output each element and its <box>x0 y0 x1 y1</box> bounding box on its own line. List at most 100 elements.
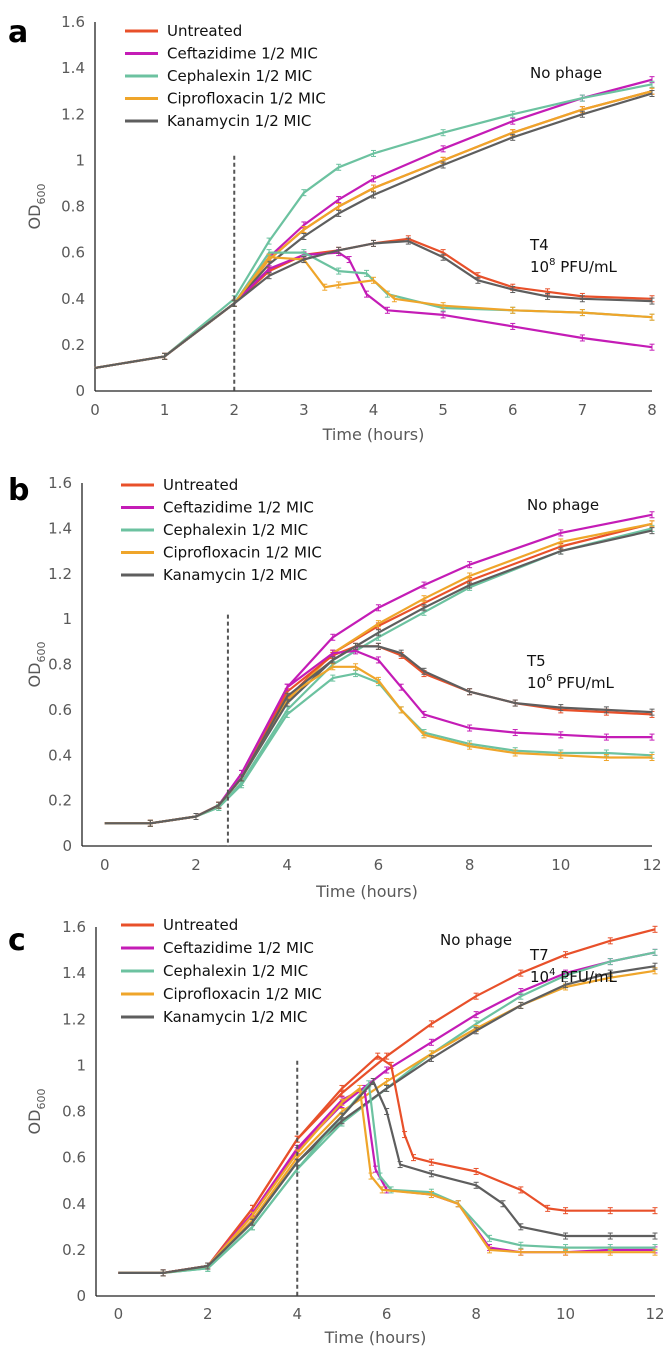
series-line <box>94 90 653 369</box>
series-kanamycin-no-phage <box>94 89 655 369</box>
titer-unit: PFU/mL <box>555 258 617 276</box>
x-tick-label: 6 <box>374 856 384 874</box>
y-axis-title-main: OD <box>25 1110 44 1135</box>
series-line <box>104 645 653 825</box>
series-kanamycin-phage <box>104 642 655 827</box>
y-tick-label: 0 <box>62 837 72 855</box>
y-axis-title: OD600 <box>25 642 48 688</box>
y-tick-label: 0.2 <box>48 792 72 810</box>
x-tick-label: 2 <box>191 856 201 874</box>
legend-item: Untreated <box>125 22 242 40</box>
y-axis-title-main: OD <box>25 205 44 230</box>
x-tick-label: 4 <box>369 401 379 419</box>
legend-item: Untreated <box>121 916 238 934</box>
x-axis-title: Time (hours) <box>315 882 418 901</box>
annotation-phage-name: T5 <box>526 652 546 670</box>
legend-item: Ciprofloxacin 1/2 MIC <box>125 90 326 108</box>
legend-label: Ciprofloxacin 1/2 MIC <box>163 985 322 1003</box>
y-tick-label: 0 <box>75 382 85 400</box>
x-axis-title: Time (hours) <box>322 425 425 444</box>
series-cephalexin-phage <box>104 670 655 827</box>
legend-label: Kanamycin 1/2 MIC <box>163 1008 307 1026</box>
x-tick-label: 8 <box>465 856 475 874</box>
y-tick-label: 0.2 <box>62 1241 86 1259</box>
y-tick-label: 0.4 <box>62 1195 86 1213</box>
y-tick-label: 0.8 <box>48 656 72 674</box>
annotation-phage-name: T4 <box>529 236 549 254</box>
y-axis-title-subscript: 600 <box>35 184 48 205</box>
y-tick-label: 0.4 <box>48 746 72 764</box>
series-line <box>118 1087 655 1275</box>
y-tick-label: 0.6 <box>62 1149 86 1167</box>
series-cephalexin-no-phage <box>94 80 655 369</box>
chart-panel-a: a 0 0.2 0.4 0.6 0.8 1 1.2 1.4 1.6 0 1 2 3 4 5 6 7 8 Time (h… <box>8 13 657 444</box>
series-cephalexin-phage <box>118 1080 658 1277</box>
legend: Untreated Ceftazidime 1/2 MIC Cephalexin 1… <box>125 22 326 130</box>
panel-letter: a <box>8 15 28 50</box>
series-line <box>118 1087 655 1275</box>
x-tick-label: 4 <box>282 856 292 874</box>
y-tick-label: 1.6 <box>62 918 86 936</box>
legend-item: Untreated <box>121 476 238 494</box>
series-line <box>94 90 653 369</box>
legend-label: Kanamycin 1/2 MIC <box>167 112 311 130</box>
annotation-phage-titer: 104 PFU/mL <box>530 967 618 986</box>
legend: Untreated Ceftazidime 1/2 MIC Cephalexin 1… <box>121 476 322 584</box>
x-tick-label: 12 <box>645 1305 664 1323</box>
legend-label: Cephalexin 1/2 MIC <box>167 67 312 85</box>
x-tick-label: 8 <box>647 401 657 419</box>
x-tick-label: 8 <box>471 1305 481 1323</box>
titer-base: 10 <box>527 674 546 692</box>
x-tick-label: 0 <box>100 856 110 874</box>
titer-base: 10 <box>530 968 549 986</box>
y-tick-label: 0 <box>76 1287 86 1305</box>
titer-exponent: 4 <box>549 967 555 978</box>
series-ciprofloxacin-no-phage <box>94 87 655 369</box>
titer-exponent: 6 <box>546 673 552 684</box>
y-axis-title: OD600 <box>25 1089 48 1135</box>
series-line <box>118 1080 655 1275</box>
y-axis-title-main: OD <box>25 663 44 688</box>
y-tick-label: 1 <box>75 151 85 169</box>
y-tick-label: 0.8 <box>61 198 85 216</box>
series-untreated-no-phage <box>94 87 655 369</box>
x-tick-label: 6 <box>508 401 518 419</box>
series-ciprofloxacin-phage <box>118 1084 658 1277</box>
y-tick-label: 1.2 <box>48 565 72 583</box>
x-tick-label: 5 <box>438 401 448 419</box>
legend-label: Kanamycin 1/2 MIC <box>163 566 307 584</box>
x-tick-label: 7 <box>578 401 588 419</box>
y-tick-label: 1.2 <box>61 105 85 123</box>
series-untreated-phage <box>118 1052 658 1277</box>
titer-base: 10 <box>530 258 549 276</box>
x-tick-label: 12 <box>642 856 661 874</box>
legend-label: Untreated <box>163 916 238 934</box>
x-tick-label: 0 <box>114 1305 124 1323</box>
annotation-no-phage: No phage <box>530 64 602 82</box>
legend-label: Ciprofloxacin 1/2 MIC <box>163 544 322 562</box>
legend-item: Ceftazidime 1/2 MIC <box>125 45 318 63</box>
y-tick-label: 1.4 <box>48 519 72 537</box>
titer-exponent: 8 <box>549 257 555 268</box>
legend-item: Kanamycin 1/2 MIC <box>121 1008 307 1026</box>
y-tick-label: 1.4 <box>62 964 86 982</box>
series-kanamycin-phage <box>94 237 655 369</box>
y-axis-title: OD600 <box>25 184 48 230</box>
x-tick-label: 2 <box>229 401 239 419</box>
series-line <box>104 672 653 825</box>
legend-item: Ciprofloxacin 1/2 MIC <box>121 544 322 562</box>
legend-item: Kanamycin 1/2 MIC <box>121 566 307 584</box>
y-axis-title-subscript: 600 <box>35 642 48 663</box>
legend-item: Cephalexin 1/2 MIC <box>125 67 312 85</box>
titer-unit: PFU/mL <box>555 968 617 986</box>
y-tick-label: 1 <box>62 610 72 628</box>
legend-label: Untreated <box>167 22 242 40</box>
annotation-phage-titer: 108 PFU/mL <box>530 257 618 276</box>
x-axis-title: Time (hours) <box>324 1328 427 1347</box>
panel-letter: b <box>8 473 29 508</box>
x-tick-label: 0 <box>90 401 100 419</box>
y-axis-title-subscript: 600 <box>35 1089 48 1110</box>
legend-label: Ceftazidime 1/2 MIC <box>163 939 314 957</box>
y-tick-label: 1.6 <box>48 474 72 492</box>
legend: Untreated Ceftazidime 1/2 MIC Cephalexin 1… <box>121 916 322 1026</box>
